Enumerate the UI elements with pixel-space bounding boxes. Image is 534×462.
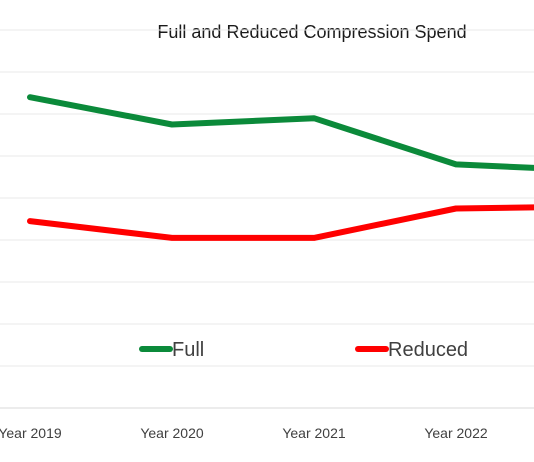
series-line-reduced (27, 204, 534, 241)
legend-label-reduced: Reduced (388, 339, 468, 361)
series-lines (27, 94, 534, 241)
x-tick-label: Year 2020 (140, 425, 204, 441)
gridlines (0, 29, 534, 409)
x-tick-label: Year 2022 (424, 425, 488, 441)
series-line-full (27, 94, 534, 171)
x-tick-label: Year 2019 (0, 425, 62, 441)
legend: Full Reduced (139, 339, 468, 361)
chart-title: Full and Reduced Compression Spend (157, 22, 466, 42)
x-tick-label: Year 2021 (282, 425, 346, 441)
legend-label-full: Full (172, 339, 204, 361)
